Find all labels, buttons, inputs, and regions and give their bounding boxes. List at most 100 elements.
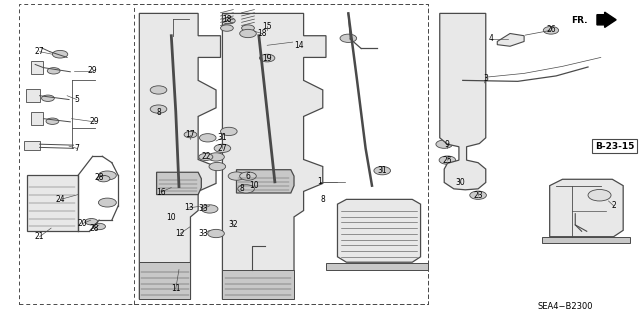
Polygon shape [140,262,191,299]
Text: B-23-15: B-23-15 [595,142,634,151]
Bar [19,4,428,304]
Text: 10: 10 [166,213,176,222]
Text: 18: 18 [257,29,267,38]
Text: FR.: FR. [572,16,588,25]
Circle shape [199,153,213,160]
Circle shape [374,167,390,175]
Text: 9: 9 [445,140,450,149]
Circle shape [228,172,244,180]
Text: 33: 33 [198,229,208,238]
Polygon shape [326,263,428,270]
Text: 15: 15 [262,22,272,31]
Polygon shape [140,13,221,299]
Text: 24: 24 [56,195,65,204]
Bar [27,175,78,231]
Polygon shape [497,33,524,46]
Circle shape [85,219,98,225]
Text: 2: 2 [611,201,616,210]
Polygon shape [223,13,326,299]
Circle shape [221,127,237,136]
Circle shape [340,34,356,42]
Circle shape [240,29,256,38]
Polygon shape [223,270,294,299]
Circle shape [93,223,106,230]
Polygon shape [31,112,44,125]
Polygon shape [26,89,40,102]
Circle shape [150,86,167,94]
Text: 32: 32 [228,220,238,229]
Text: 8: 8 [321,195,325,204]
Text: 29: 29 [90,117,99,126]
Text: SEA4−B2300: SEA4−B2300 [538,302,593,311]
Circle shape [470,191,486,199]
Circle shape [208,153,225,161]
Text: 7: 7 [74,144,79,153]
Circle shape [99,198,116,207]
Polygon shape [24,141,40,150]
Circle shape [52,50,68,58]
Polygon shape [237,170,294,193]
Circle shape [150,105,167,113]
Text: 8: 8 [239,184,244,193]
Text: 18: 18 [222,15,232,24]
Circle shape [46,118,59,124]
Polygon shape [542,237,630,243]
Circle shape [184,131,197,138]
Text: 19: 19 [262,54,272,63]
Circle shape [436,140,452,148]
Text: 14: 14 [294,41,304,50]
Text: 12: 12 [175,229,185,238]
Text: 33: 33 [198,204,208,213]
Polygon shape [337,199,420,262]
Polygon shape [440,13,486,190]
Text: 27: 27 [218,144,227,153]
Text: 30: 30 [455,178,465,187]
Circle shape [202,205,218,213]
Polygon shape [31,61,44,74]
Circle shape [447,178,463,187]
Circle shape [200,134,216,142]
Circle shape [208,229,225,238]
Text: 3: 3 [483,74,488,83]
Text: 8: 8 [156,108,161,117]
Text: 11: 11 [171,284,180,293]
Circle shape [99,171,116,180]
Text: 23: 23 [473,191,483,200]
Text: 4: 4 [488,34,493,43]
Text: 29: 29 [88,66,97,75]
Circle shape [221,25,234,31]
Text: 20: 20 [77,219,86,228]
FancyArrow shape [597,12,616,27]
Text: 5: 5 [74,95,79,104]
Text: 27: 27 [35,47,44,56]
Circle shape [214,144,231,152]
Text: 21: 21 [35,232,44,241]
Circle shape [97,175,110,182]
Text: 28: 28 [94,173,104,182]
Text: 28: 28 [90,224,99,233]
Text: 6: 6 [246,172,250,181]
Circle shape [238,185,254,193]
Polygon shape [550,179,623,237]
Circle shape [42,95,54,101]
Circle shape [588,189,611,201]
Text: 17: 17 [186,130,195,139]
Text: 26: 26 [546,25,556,34]
Text: 10: 10 [250,181,259,190]
Text: 22: 22 [201,152,211,161]
Circle shape [47,68,60,74]
Circle shape [259,54,275,62]
Text: 1: 1 [317,177,322,186]
Circle shape [439,156,456,164]
Text: 13: 13 [184,204,193,212]
Circle shape [242,25,254,31]
Circle shape [543,26,559,34]
Text: 31: 31 [218,133,227,142]
Bar [134,4,428,304]
Text: 16: 16 [156,188,166,197]
Circle shape [209,162,226,171]
Text: 31: 31 [378,166,387,175]
Circle shape [240,172,256,180]
Circle shape [223,18,236,24]
Text: 25: 25 [443,156,452,165]
